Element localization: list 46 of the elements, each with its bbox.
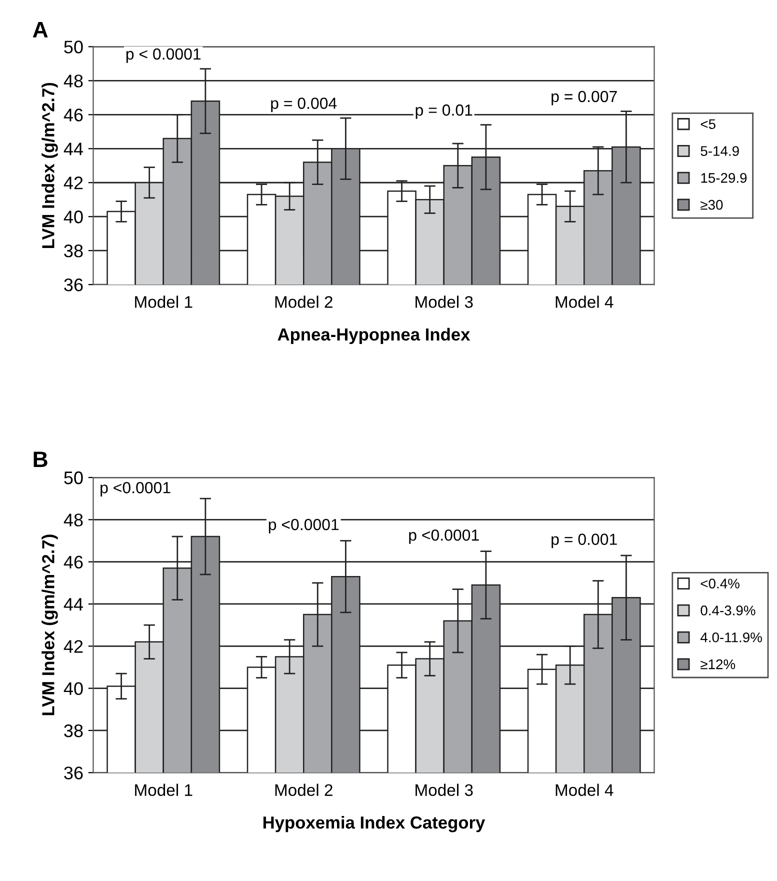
annotation: p = 0.007 <box>552 90 617 106</box>
y-tick-label: 48 <box>64 514 83 526</box>
y-tick-label: 48 <box>64 74 83 88</box>
y-tick-label: 38 <box>64 244 83 258</box>
legend-label: 0.4-3.9% <box>700 606 756 616</box>
y-tick-label: 50 <box>64 471 83 484</box>
annotation: p = 0.001 <box>552 534 617 548</box>
annotation: p <0.0001 <box>100 482 170 496</box>
legend-label: 4.0-11.9% <box>700 632 762 642</box>
legend-label: ≥30 <box>700 200 723 210</box>
y-tick-label: 42 <box>64 640 83 653</box>
y-tick-label: 38 <box>64 724 83 738</box>
annotation: p = 0.004 <box>271 98 337 112</box>
text: A <box>32 22 48 38</box>
y-tick-label: 40 <box>64 210 83 224</box>
legend-label: <5 <box>700 119 716 130</box>
x-tick-label: Model 2 <box>275 784 332 796</box>
x-tick-label: Model 4 <box>556 296 614 308</box>
legend-label: 5-14.9 <box>700 146 739 156</box>
y-tick-label: 40 <box>64 682 83 696</box>
x-axis-title: Hypoxemia Index Category <box>263 816 486 832</box>
x-tick-label: Model 1 <box>135 296 192 308</box>
annotation: p <0.0001 <box>409 529 479 544</box>
x-tick-label: Model 2 <box>275 296 332 308</box>
y-axis-title: LVM Index (gm/m^2.7) <box>42 534 58 716</box>
legend-label: <0.4% <box>700 578 740 588</box>
annotation: p = 0.01 <box>416 104 472 119</box>
y-tick-label: 44 <box>64 598 83 611</box>
legend-label: ≥12% <box>700 659 736 670</box>
y-tick-label: 36 <box>64 766 83 780</box>
x-tick-label: Model 1 <box>135 784 192 796</box>
x-axis-title: Apnea-Hypopnea Index <box>278 328 470 344</box>
x-tick-label: Model 3 <box>416 784 473 796</box>
annotation: p <0.0001 <box>268 518 339 534</box>
text: B <box>34 452 48 467</box>
annotation: p < 0.0001 <box>126 48 201 63</box>
x-tick-label: Model 4 <box>556 784 614 796</box>
y-tick-label: 46 <box>64 556 83 569</box>
y-tick-label: 46 <box>64 108 83 122</box>
x-tick-label: Model 3 <box>416 296 473 308</box>
y-axis-title: LVM Index (g/m^2.7) <box>42 82 58 248</box>
y-tick-label: 44 <box>64 142 83 156</box>
y-tick-label: 50 <box>64 40 83 54</box>
legend-label: 15-29.9 <box>701 173 747 183</box>
y-tick-label: 36 <box>64 278 83 292</box>
y-tick-label: 42 <box>64 176 83 190</box>
